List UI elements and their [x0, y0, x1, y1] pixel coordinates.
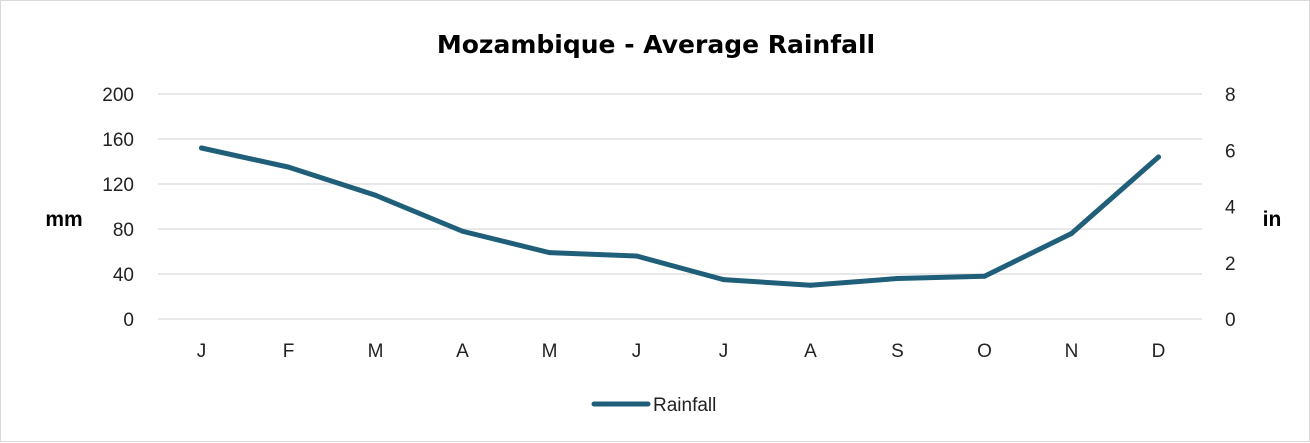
y2-tick-label: 8	[1225, 85, 1236, 106]
data-point	[1069, 231, 1074, 236]
x-tick-label: O	[977, 341, 992, 362]
x-tick-label: N	[1065, 341, 1079, 362]
data-point	[895, 276, 900, 281]
x-tick-label: F	[283, 341, 295, 362]
legend-label-rainfall: Rainfall	[653, 395, 716, 416]
y2-tick-label: 6	[1225, 141, 1236, 162]
x-tick-label: S	[891, 341, 904, 362]
y-tick-label: 0	[123, 310, 134, 331]
data-point	[808, 282, 813, 288]
x-tick-label: M	[368, 341, 384, 362]
y-tick-label: 200	[102, 85, 134, 106]
y-tick-label: 40	[113, 265, 134, 286]
y2-axis-ticks: 0 2 4 6 8	[1225, 85, 1236, 331]
data-point	[634, 253, 639, 259]
data-point	[373, 192, 378, 198]
data-point	[1156, 154, 1161, 160]
gridlines	[158, 93, 1202, 320]
x-tick-label: M	[542, 341, 558, 362]
y-axis-label: mm	[45, 208, 82, 231]
series-line-rainfall	[199, 145, 1161, 288]
x-tick-label: A	[804, 341, 817, 362]
x-tick-label: J	[197, 341, 207, 362]
data-point	[199, 145, 204, 151]
y2-tick-label: 4	[1225, 198, 1236, 219]
y-tick-label: 120	[102, 175, 134, 196]
y2-tick-label: 0	[1225, 310, 1236, 331]
x-tick-label: J	[632, 341, 642, 362]
y-tick-label: 80	[113, 220, 134, 241]
chart-title: Mozambique - Average Rainfall	[437, 30, 875, 59]
legend: Rainfall	[591, 395, 716, 416]
data-point	[547, 250, 552, 256]
data-point	[460, 228, 465, 234]
y2-axis-label: in	[1263, 208, 1282, 231]
data-point	[721, 277, 726, 283]
x-tick-label: A	[456, 341, 469, 362]
x-tick-label: J	[719, 341, 729, 362]
y-axis-ticks: 0 40 80 120 160 200	[102, 85, 134, 331]
series-group	[199, 145, 1161, 288]
y2-tick-label: 2	[1225, 254, 1236, 275]
data-point	[286, 164, 291, 170]
x-tick-label: D	[1152, 341, 1166, 362]
data-point	[982, 273, 987, 279]
y-tick-label: 160	[102, 130, 134, 151]
